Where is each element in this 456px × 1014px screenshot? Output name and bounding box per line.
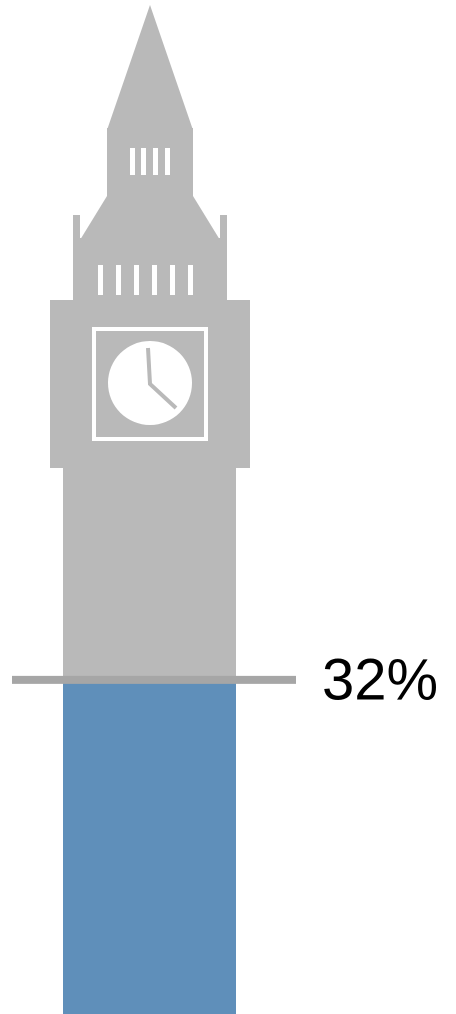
tower-details: [92, 148, 208, 441]
value-label: 32%: [322, 647, 438, 712]
